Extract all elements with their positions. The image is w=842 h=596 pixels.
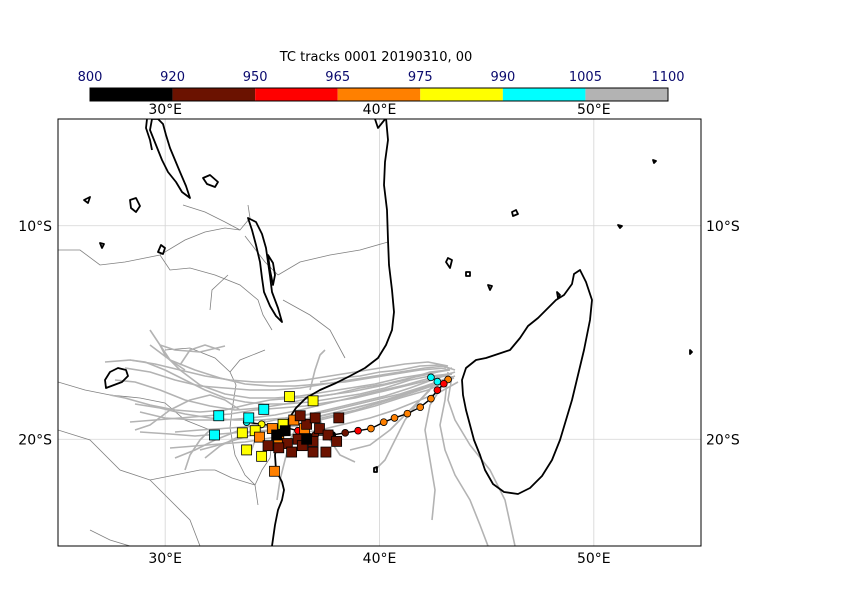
track-end-marker [309, 412, 321, 424]
right-lat-label: 10°S [706, 219, 740, 235]
track-end-marker [256, 450, 268, 462]
track-end-marker [258, 403, 270, 415]
main-track-point [367, 424, 375, 433]
track-end-marker [243, 412, 255, 424]
colorbar-label: 965 [325, 70, 350, 85]
map-border [57, 118, 702, 547]
colorbar-segment [255, 88, 338, 101]
track-end-marker [254, 431, 265, 443]
track-end-marker [209, 429, 220, 441]
top-lon-label: 30°E [148, 102, 182, 118]
main-track-point [416, 403, 425, 412]
track-end-marker [241, 444, 253, 456]
track-end-marker [273, 442, 285, 454]
main-track-point [427, 373, 435, 382]
track-end-marker [314, 423, 325, 434]
gridlines [58, 119, 701, 546]
ensemble-tracks [104, 329, 516, 546]
track-end-marker [333, 412, 345, 424]
bottom-lon-label: 40°E [363, 551, 397, 567]
axis-labels: 30°E 40°E 50°E 30°E 40°E 50°E 10°S 20°S 10°S 20°S [18, 102, 740, 567]
left-lat-label: 10°S [18, 219, 52, 235]
track-end-marker [236, 427, 248, 439]
colorbar: 800 920 950 965 975 990 1005 1100 [78, 70, 685, 102]
main-track-point [341, 429, 350, 437]
end-markers [209, 391, 345, 477]
colorbar-segment [337, 88, 421, 101]
chart-title: TC tracks 0001 20190310, 00 [279, 50, 473, 65]
colorbar-segment [502, 88, 586, 101]
top-lon-label: 50°E [577, 102, 611, 118]
main-track-point [354, 426, 362, 435]
bottom-lon-label: 50°E [577, 551, 611, 567]
track-end-marker [322, 429, 334, 441]
track-end-marker [331, 435, 343, 447]
main-track-point [379, 418, 388, 426]
track-end-marker [294, 410, 306, 422]
colorbar-segment [90, 88, 173, 101]
right-lat-label: 20°S [706, 432, 740, 448]
main-track-point [390, 414, 399, 422]
main-track-point [427, 394, 435, 403]
colorbar-label: 990 [490, 70, 515, 85]
track-end-marker [269, 465, 280, 477]
track-end-marker [286, 446, 298, 458]
track-end-marker [301, 433, 313, 445]
coastlines [83, 119, 693, 546]
colorbar-label: 1100 [651, 70, 684, 85]
track-end-marker [271, 429, 283, 441]
main-track-point [403, 409, 412, 418]
colorbar-segment [420, 88, 503, 101]
colorbar-label: 1005 [569, 70, 602, 85]
colorbar-segment [585, 88, 668, 101]
colorbar-label: 975 [408, 70, 433, 85]
track-end-marker [307, 395, 319, 407]
colorbar-segment [172, 88, 256, 101]
colorbar-label: 800 [78, 70, 103, 85]
main-track-point [433, 386, 442, 394]
track-end-marker [284, 391, 295, 402]
colorbar-border [89, 87, 669, 102]
left-lat-label: 20°S [18, 432, 52, 448]
track-end-marker [213, 410, 225, 422]
main-track-point [439, 379, 448, 388]
colorbar-label: 950 [243, 70, 268, 85]
main-track-point [433, 377, 442, 386]
track-end-marker [262, 440, 274, 452]
top-lon-label: 40°E [363, 102, 397, 118]
track-end-marker [320, 446, 332, 458]
bottom-lon-label: 30°E [148, 551, 182, 567]
track-end-marker [307, 446, 319, 458]
colorbar-label: 920 [160, 70, 185, 85]
track-end-marker [301, 418, 313, 430]
